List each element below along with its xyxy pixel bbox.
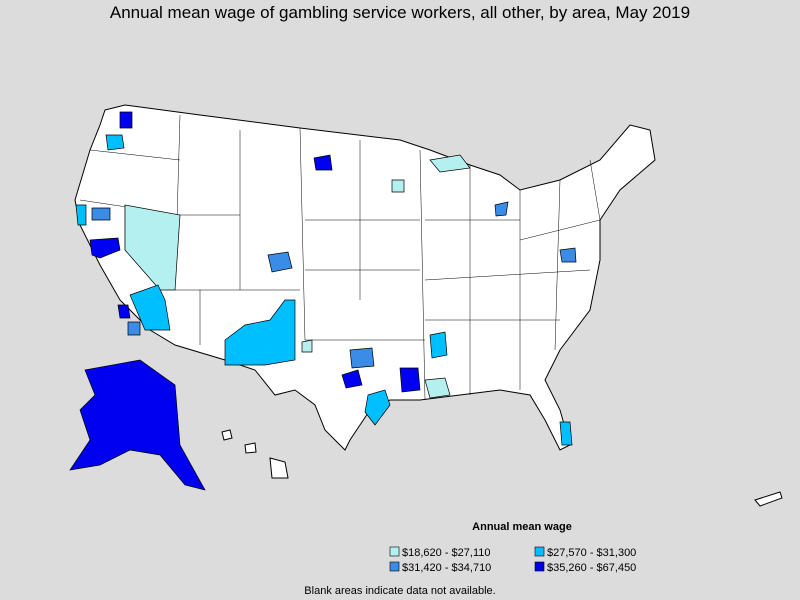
legend-label: $18,620 - $27,110 (402, 547, 490, 559)
region (559, 421, 573, 446)
islands (754, 491, 783, 507)
region (364, 389, 391, 426)
legend-swatch (534, 546, 545, 557)
map (69, 104, 783, 507)
legend-title: Annual mean wage (472, 521, 572, 533)
region (69, 359, 206, 491)
legend-label: $35,260 - $67,450 (547, 562, 636, 574)
region (124, 204, 181, 291)
region (391, 179, 405, 193)
region (89, 237, 121, 259)
region (429, 331, 448, 359)
legend-swatch (389, 546, 400, 557)
legend: $18,620 - $27,110 $27,570 - $31,300 $31,42… (389, 546, 636, 574)
area-lines (79, 114, 601, 401)
region (429, 154, 471, 173)
region (75, 204, 87, 226)
region (424, 377, 451, 399)
region (105, 134, 125, 151)
region (117, 304, 131, 319)
legend-swatch (534, 561, 545, 572)
region (224, 299, 296, 366)
contiguous-us (74, 104, 656, 451)
region (399, 367, 421, 393)
region (91, 207, 111, 221)
hawaii (269, 457, 289, 479)
hawaii (244, 442, 257, 454)
region (267, 251, 293, 273)
region (349, 347, 375, 369)
region (341, 369, 363, 389)
map-title: Annual mean wage of gambling service wor… (110, 3, 690, 22)
legend-swatch (389, 561, 400, 572)
legend-label: $27,570 - $31,300 (547, 547, 636, 559)
region (119, 111, 133, 129)
legend-label: $31,420 - $34,710 (402, 562, 491, 574)
region (127, 321, 141, 336)
region (494, 201, 509, 217)
note: Blank areas indicate data not available. (304, 585, 495, 597)
region (559, 247, 577, 263)
region (313, 154, 333, 171)
hawaii (221, 429, 233, 441)
region (301, 339, 313, 353)
region (129, 284, 171, 331)
